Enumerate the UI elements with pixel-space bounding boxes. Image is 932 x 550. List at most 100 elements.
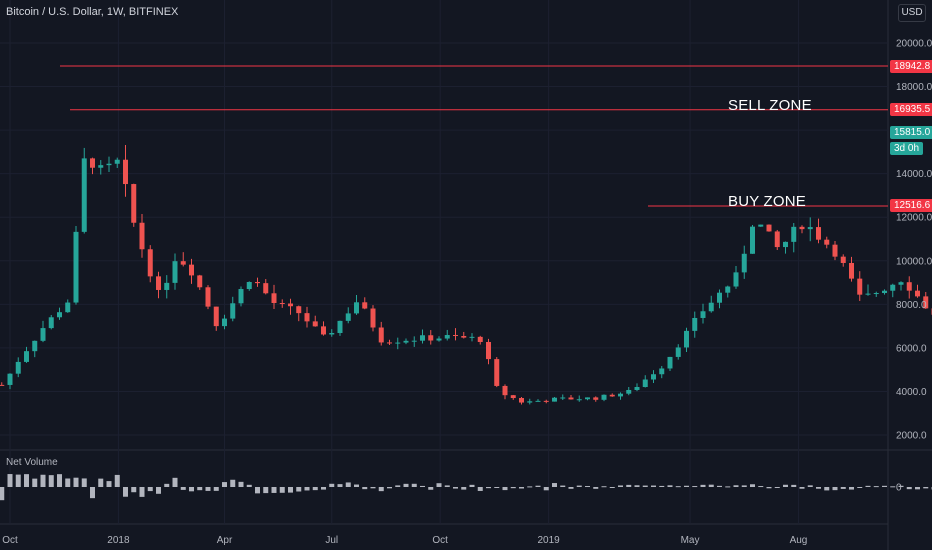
net-volume-bar (65, 478, 71, 487)
net-volume-bar (246, 484, 252, 487)
net-volume-bar (255, 487, 260, 494)
candle-body (609, 394, 615, 397)
price-tick-label: 4000.0 (896, 387, 927, 398)
candle-body (807, 227, 813, 230)
net-volume-bar (733, 485, 739, 487)
net-volume-bar (725, 486, 731, 488)
net-volume-bar (626, 484, 632, 487)
candle-body (271, 293, 277, 303)
candle-body (312, 321, 318, 327)
net-volume-bar (890, 486, 896, 488)
net-volume-bar (585, 486, 590, 488)
net-volume-bar (882, 485, 887, 487)
candle-body (403, 340, 409, 343)
net-volume-bar (263, 487, 269, 494)
time-tick-label: 2019 (537, 535, 560, 546)
candle-body (840, 256, 846, 263)
net-volume-bar (708, 484, 714, 487)
net-volume-bar (24, 474, 29, 487)
net-volume-bar (205, 487, 211, 491)
candle-body (189, 264, 194, 276)
candle-body (816, 227, 821, 240)
candle-body (24, 351, 29, 362)
price-tick-label: 2000.0 (896, 431, 927, 442)
net-volume-bar (329, 483, 335, 487)
candle-body (791, 226, 797, 242)
candle-body (279, 302, 285, 304)
candle-body (461, 335, 467, 338)
net-volume-bar (387, 487, 392, 489)
candle-body (123, 159, 128, 185)
candle-body (519, 398, 524, 403)
net-volume-label: Net Volume (6, 457, 58, 468)
net-volume-bar (197, 487, 203, 491)
net-volume-bar (758, 486, 764, 488)
candle-body (618, 393, 623, 397)
net-volume-bar (486, 487, 491, 489)
candle-body (304, 313, 310, 322)
candle-body (197, 275, 203, 288)
candle-body (246, 282, 252, 290)
net-volume-bar (923, 487, 929, 489)
net-volume-bar (32, 478, 38, 487)
candle-body (824, 239, 830, 245)
candle-body (337, 320, 343, 333)
volume-zero-label: 0 (896, 483, 902, 494)
time-tick-label: Apr (217, 535, 233, 546)
candle-body (568, 397, 574, 400)
net-volume-bar (601, 486, 607, 488)
price-tick-label: 14000.0 (896, 169, 932, 180)
net-volume-bar (609, 487, 615, 488)
net-volume-bar (840, 487, 846, 489)
net-volume-bar (568, 487, 574, 489)
candle-body (387, 342, 392, 344)
net-volume-bar (816, 487, 821, 489)
candle-body (428, 335, 434, 341)
candle-body (510, 395, 516, 399)
candle-body (890, 284, 896, 291)
candle-body (857, 278, 863, 295)
candle-body (444, 335, 450, 339)
net-volume-bar (304, 487, 310, 491)
net-volume-bar (164, 483, 170, 487)
candle-body (923, 296, 929, 309)
candle-body (543, 400, 549, 402)
net-volume-bar (73, 477, 79, 487)
net-volume-bar (692, 486, 698, 488)
candle-body (90, 158, 95, 168)
candle-body (882, 290, 887, 294)
net-volume-bar (403, 483, 409, 487)
time-tick-label: 2018 (107, 535, 130, 546)
time-tick-label: Oct (432, 535, 448, 546)
net-volume-bar (147, 487, 153, 492)
net-volume-bar (799, 487, 805, 489)
candle-body (172, 261, 178, 283)
candle-body (15, 361, 21, 374)
currency-button[interactable]: USD (898, 4, 926, 22)
net-volume-bar (535, 485, 541, 487)
net-volume-bar (312, 487, 318, 491)
net-volume-bar (634, 485, 640, 487)
candle-body (106, 163, 112, 166)
candle-body (98, 165, 104, 168)
candle-body (560, 397, 566, 399)
candle-body (634, 387, 640, 390)
net-volume-bar (502, 487, 508, 491)
candle-body (799, 226, 805, 230)
net-volume-bar (873, 486, 879, 488)
candle-body (378, 327, 384, 343)
candlestick-series (0, 144, 932, 405)
candle-body (626, 389, 632, 394)
candle-body (593, 397, 599, 400)
candle-body (535, 400, 541, 402)
candle-body (477, 336, 483, 342)
level-buy-price-label: 12516.6 (890, 199, 932, 212)
price-tick-label: 20000.0 (896, 39, 932, 50)
net-volume-bar (543, 487, 549, 491)
net-volume-series (0, 474, 932, 501)
buy-zone-annotation: BUY ZONE (728, 193, 807, 210)
candle-body (238, 289, 244, 304)
net-volume-bar (593, 487, 599, 489)
net-volume-bar (139, 487, 145, 497)
